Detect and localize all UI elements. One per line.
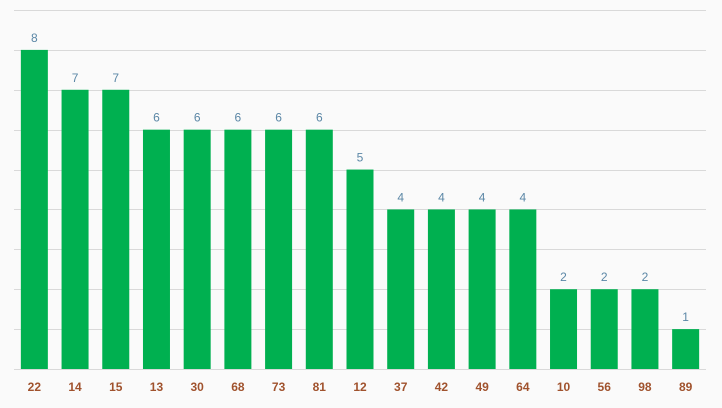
bar	[265, 129, 293, 369]
bar	[672, 329, 700, 369]
x-tick-label: 64	[516, 380, 530, 394]
x-tick-label: 12	[353, 380, 367, 394]
data-label: 6	[235, 111, 242, 125]
x-tick-label: 30	[190, 380, 204, 394]
bar	[61, 89, 89, 370]
x-tick-label: 10	[557, 380, 571, 394]
x-tick-label: 14	[68, 380, 82, 394]
data-label: 4	[438, 190, 445, 204]
data-label: 4	[397, 190, 404, 204]
data-label: 6	[194, 111, 201, 125]
bar	[509, 209, 537, 369]
x-tick-label: 56	[598, 380, 612, 394]
bar	[20, 49, 48, 370]
x-tick-label: 73	[272, 380, 286, 394]
bar	[305, 129, 333, 369]
data-label: 6	[275, 111, 282, 125]
data-labels: 8 7 7 6 6 6 6 6 5 4 4 4 4 2 2 2 1	[31, 31, 689, 324]
data-label: 1	[682, 310, 689, 324]
x-tick-label: 37	[394, 380, 408, 394]
bar	[387, 209, 415, 369]
data-label: 7	[112, 71, 119, 85]
x-tick-label: 42	[435, 380, 449, 394]
x-tick-label: 49	[475, 380, 489, 394]
data-label: 6	[153, 111, 160, 125]
x-tick-labels: 22 14 15 13 30 68 73 81 12 37 42 49 64 10 56 98 89	[28, 380, 693, 394]
x-tick-label: 81	[313, 380, 327, 394]
bar	[183, 129, 211, 369]
bar	[468, 209, 496, 369]
bar	[346, 169, 374, 369]
data-label: 2	[560, 270, 567, 284]
data-label: 2	[642, 270, 649, 284]
data-label: 4	[519, 190, 526, 204]
x-tick-label: 89	[679, 380, 693, 394]
x-tick-label: 15	[109, 380, 123, 394]
data-label: 2	[601, 270, 608, 284]
data-label: 5	[357, 151, 364, 165]
bar	[102, 89, 130, 370]
bar	[590, 289, 618, 369]
bar	[142, 129, 170, 369]
bar	[550, 289, 578, 369]
bar	[427, 209, 455, 369]
x-tick-label: 22	[28, 380, 42, 394]
bar	[631, 289, 659, 369]
x-tick-label: 98	[638, 380, 652, 394]
data-label: 4	[479, 190, 486, 204]
data-label: 7	[72, 71, 79, 85]
bar	[224, 129, 252, 369]
data-label: 6	[316, 111, 323, 125]
data-label: 8	[31, 31, 38, 45]
bars	[20, 49, 700, 370]
x-tick-label: 68	[231, 380, 245, 394]
x-tick-label: 13	[150, 380, 164, 394]
